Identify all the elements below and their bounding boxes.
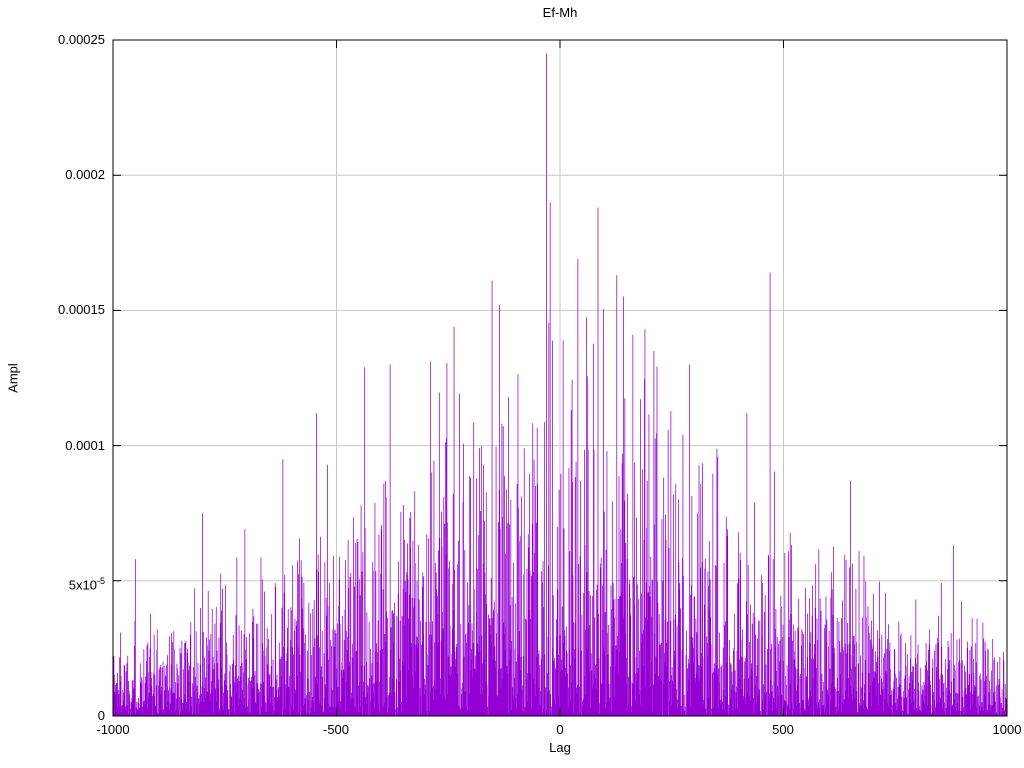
axis-ticks — [112, 39, 1008, 717]
x-tick-label: 1000 — [992, 722, 1022, 737]
y-tick-label: 0.00015 — [58, 302, 105, 317]
grid-lines — [112, 39, 1008, 717]
x-axis-label: Lag — [549, 740, 571, 755]
y-tick-label: 5x10-5 — [0, 573, 105, 593]
x-tick-label: -500 — [322, 722, 350, 737]
y-tick-label: 0 — [97, 708, 105, 723]
chart-title: Ef-Mh — [542, 5, 578, 20]
y-tick-label: 0.00025 — [58, 32, 105, 47]
x-tick-label: 0 — [556, 722, 564, 737]
x-tick-label: 500 — [772, 722, 794, 737]
y-tick-exponent: -5 — [96, 576, 105, 586]
y-tick-label: 0.0002 — [65, 167, 105, 182]
y-tick-label: 0.0001 — [65, 438, 105, 453]
x-tick-label: -1000 — [96, 722, 130, 737]
y-tick-mantissa: 5x10 — [68, 577, 97, 593]
